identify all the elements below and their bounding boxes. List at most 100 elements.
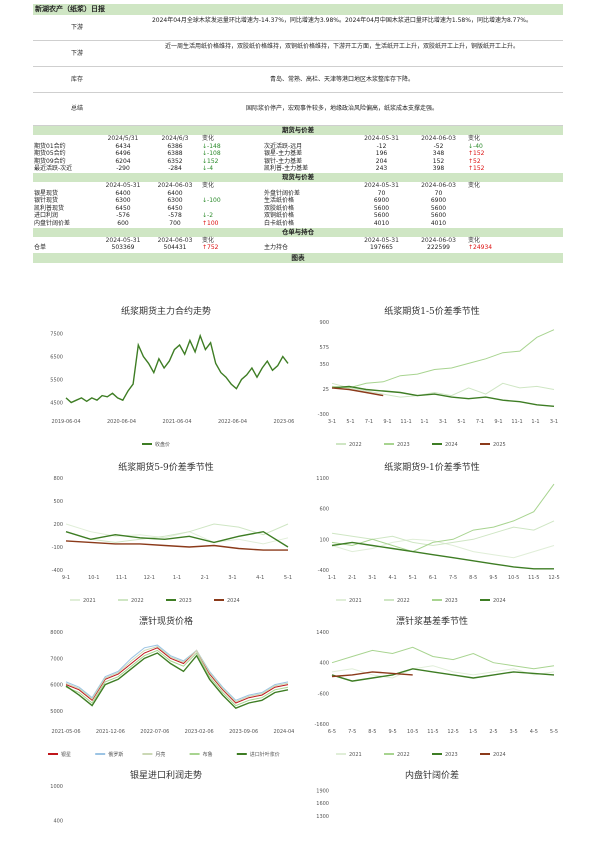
x-tick-label: 9-1 [494,419,502,425]
summary-text: 近一周生活用纸价格维持，双胶纸价格维持，双铜纸价格维持，下游开工方面，生活纸开工… [164,43,519,50]
legend-label: 2023 [445,598,458,604]
table-cell: 152 [432,157,445,165]
table-cell: 4010 [430,219,447,227]
change-value: 152 [207,157,219,165]
change-value: 100 [207,219,219,227]
x-tick-label: 3-1 [550,419,558,425]
y-tick-label: 800 [53,476,63,482]
x-tick-label: 6-1 [429,575,437,581]
x-tick-label: 6-5 [328,729,336,735]
x-tick-label: 2021-06-04 [162,419,191,425]
legend-label: 2022 [397,752,410,758]
table-cell: 6204 [115,157,131,165]
chart-3: 纸浆期货9-1价差季节性 -400 100 600 1100 1-1 2-1 3-1 4-1 5-… [316,461,559,604]
x-tick-label: 12-5 [447,729,458,735]
column-header: 2024/6/3 [161,135,189,142]
x-tick-label: 10-5 [508,575,519,581]
down-arrow-icon: ↓ [468,142,474,150]
table-cell: 白卡纸价格 [264,219,295,227]
chart-0: 纸浆期货主力合约走势 4500 5500 6500 7500 2019-06-04 2020… [50,305,294,448]
legend-label: 银星 [61,751,71,758]
up-arrow-icon: ↑ [202,219,208,227]
table-cell: 外盘针阔价差 [264,189,301,197]
chart-title: 纸浆期货主力合约走势 [121,305,211,317]
y-tick-label: 1000 [50,784,63,790]
down-arrow-icon: ↓ [202,150,208,158]
up-arrow-icon: ↑ [468,244,474,252]
summary-table: 下游 2024年04月全球木浆发运量环比增速为-14.37%，同比增速为3.98… [33,15,563,126]
table-row: 银针现货 6300 6300 ↓-100 生活纸价格 6900 6900 [33,197,563,205]
legend-label: 2021 [349,752,362,758]
change-value: -4 [207,165,214,173]
legend-label: 2023 [445,752,458,758]
legend-label: 2023 [397,442,410,448]
down-arrow-icon: ↓ [202,212,208,220]
x-tick-label: 8-5 [469,575,477,581]
table-cell: ↓-108 [201,150,263,158]
table-cell: 398 [432,165,445,173]
x-tick-label: 5-5 [550,729,558,735]
table-cell: 6450 [115,204,131,212]
change-value: -148 [207,142,221,150]
column-header: 2024-06-03 [157,181,193,189]
column-header: 2024-05-31 [364,135,399,142]
column-header: 2024-05-31 [105,236,141,244]
x-tick-label: 7-5 [449,575,457,581]
chart-title: 纸浆期货5-9价差季节性 [118,461,214,473]
y-tick-label: 7000 [50,656,63,662]
table-cell: 197665 [370,244,393,252]
table-cell: 70 [434,189,443,197]
legend-label: 2025 [493,442,506,448]
chart-title: 漂针现货价格 [139,615,193,627]
y-tick-label: 900 [319,320,329,326]
y-tick-label: 1600 [316,801,329,807]
x-tick-label: 2024-04-06 [273,729,294,735]
series-line [331,387,384,397]
x-tick-label: 5-1 [346,419,354,425]
table-cell: 生活纸价格 [264,197,295,205]
y-tick-label: -100 [52,545,63,551]
table-cell: -290 [116,165,130,173]
column-header: 2024-06-03 [421,236,456,244]
column-header: 变化 [468,181,481,189]
futures-table: 2024/5/31 2024/6/3 变化 2024-05-31 2024-06-03 变… [33,135,563,173]
table-cell: 最近活跃-次近 [34,165,73,173]
table-row: 最近活跃-次近 -290 -284 ↓-4 凯利普-主力基差 243 398 ↑152 [33,165,563,173]
up-arrow-icon: ↑ [202,244,208,252]
table-row: 进口利润 -576 -578 ↓-2 双铜纸价格 5600 5600 [33,212,563,220]
x-tick-label: 1-1 [420,419,428,425]
legend-label: 2024 [493,752,506,758]
summary-text: 青岛、常熟、高栏、天津等港口地区木浆整库存下降。 [269,75,414,83]
column-header: 2024-06-03 [421,181,456,189]
series-line [331,671,413,678]
x-tick-label: 7-1 [476,419,484,425]
column-header: 2024-06-03 [421,135,456,142]
y-tick-label: 200 [53,522,63,528]
column-header: 2024/5/31 [107,135,139,142]
table-cell [467,205,563,213]
table-cell: 6434 [115,142,131,150]
table-cell [201,190,263,198]
table-cell: ↑52 [467,158,563,166]
x-tick-label: 3-5 [510,729,518,735]
x-tick-label: 4-1 [256,575,264,581]
table-cell: ↓-4 [201,165,263,173]
legend-label: 收盘价 [155,441,170,448]
table-cell: 凯利普现货 [34,204,65,212]
table-cell [467,220,563,228]
y-tick-label: 400 [319,661,329,667]
table-cell: ↓152 [201,158,263,166]
table-cell: 银星现货 [34,189,59,197]
y-tick-label: 400 [53,818,63,824]
x-tick-label: 11-1 [116,575,127,581]
y-tick-label: 350 [319,362,329,368]
chart-1: 纸浆期货1-5价差季节性 -300 25 350 575 900 3-1 5-1 7-1 9-1 1… [318,305,558,448]
x-tick-label: 11-5 [427,729,438,735]
table-row: 银星现货 6400 6400 外盘针阔价差 70 70 [33,190,563,198]
x-tick-label: 7-1 [365,419,373,425]
series-line [65,523,289,543]
series-line [65,649,289,707]
table-cell: 5600 [373,212,390,220]
series-line [331,520,555,547]
column-header [263,182,353,190]
